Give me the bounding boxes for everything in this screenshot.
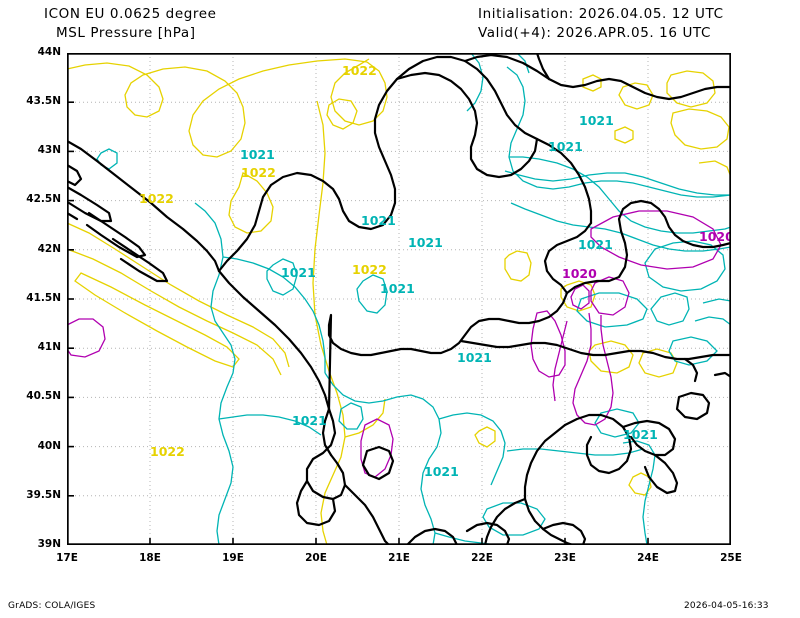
ytick-43n: 43N	[37, 144, 61, 156]
ytick-39n: 39N	[37, 538, 61, 550]
xtick-21e: 21E	[388, 552, 410, 564]
render-timestamp: 2026-04-05-16:33	[684, 601, 769, 611]
model-title: ICON EU 0.0625 degree	[44, 6, 217, 22]
contour-label-1021: 1021	[240, 147, 275, 162]
xtick-23e: 23E	[554, 552, 576, 564]
xtick-17e: 17E	[56, 552, 78, 564]
contour-label-1021: 1021	[424, 464, 459, 479]
contour-label-1022: 1022	[342, 63, 377, 78]
contour-label-1020: 1020	[562, 266, 597, 281]
valid-time-label: Valid(+4): 2026.APR.05. 16 UTC	[478, 25, 712, 41]
contour-label-1022: 1022	[150, 444, 185, 459]
xtick-18e: 18E	[139, 552, 161, 564]
ytick-40n: 40N	[37, 440, 61, 452]
ytick-43.5n: 43.5N	[26, 95, 61, 107]
contour-label-1021: 1021	[361, 213, 396, 228]
initialisation-label: Initialisation: 2026.04.05. 12 UTC	[478, 6, 724, 22]
contour-label-1021: 1021	[408, 235, 443, 250]
contour-label-1021: 1021	[623, 427, 658, 442]
ytick-41.5n: 41.5N	[26, 292, 61, 304]
ytick-44n: 44N	[37, 46, 61, 58]
ytick-40.5n: 40.5N	[26, 390, 61, 402]
contour-label-1020: 1020	[699, 229, 731, 244]
xtick-25e: 25E	[720, 552, 742, 564]
ytick-39.5n: 39.5N	[26, 489, 61, 501]
map-plot-area: 1022 1022 1022 1022 1022 1021 1021 1021 …	[26, 46, 742, 564]
ytick-41n: 41N	[37, 341, 61, 353]
contour-label-1021: 1021	[292, 413, 327, 428]
ytick-42.5n: 42.5N	[26, 193, 61, 205]
contour-label-1022: 1022	[241, 165, 276, 180]
contour-map-svg: 1022 1022 1022 1022 1022 1021 1021 1021 …	[67, 53, 731, 545]
xtick-19e: 19E	[222, 552, 244, 564]
contour-label-1021: 1021	[380, 281, 415, 296]
contour-label-1021: 1021	[548, 139, 583, 154]
xtick-22e: 22E	[471, 552, 493, 564]
gridlines	[67, 53, 731, 545]
contour-label-1021: 1021	[281, 265, 316, 280]
tick-marks	[67, 101, 649, 545]
contour-label-1022: 1022	[352, 262, 387, 277]
coastlines-and-borders	[67, 53, 731, 545]
xtick-20e: 20E	[305, 552, 327, 564]
contour-label-1022: 1022	[139, 191, 174, 206]
isobar-group-1021	[96, 53, 731, 545]
contour-label-1021: 1021	[457, 350, 492, 365]
contour-label-1021: 1021	[578, 237, 613, 252]
contour-label-1021: 1021	[579, 113, 614, 128]
grads-credit: GrADS: COLA/IGES	[8, 601, 96, 611]
ytick-42n: 42N	[37, 243, 61, 255]
isobar-group-1020	[67, 210, 722, 478]
contour-labels: 1022 1022 1022 1022 1022 1021 1021 1021 …	[139, 63, 731, 479]
xtick-24e: 24E	[637, 552, 659, 564]
field-title: MSL Pressure [hPa]	[56, 25, 196, 41]
